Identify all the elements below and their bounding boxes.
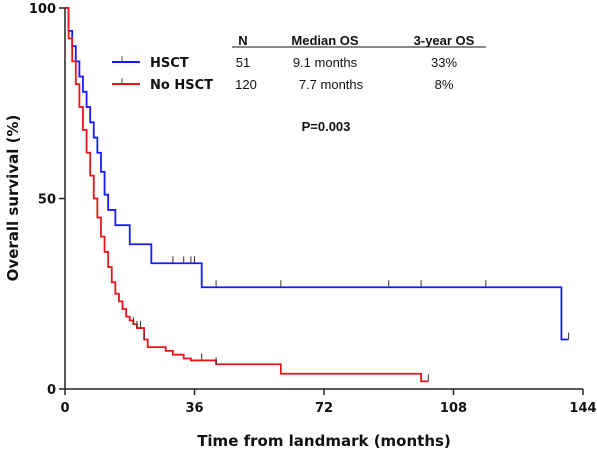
y-tick-label: 0: [47, 383, 56, 398]
y-tick-label: 50: [38, 193, 56, 208]
p-value: P=0.003: [302, 119, 351, 134]
x-tick-label: 72: [315, 401, 333, 416]
hsct-3yr-os: 33%: [431, 55, 457, 70]
x-tick-label: 144: [569, 401, 596, 416]
x-tick-label: 108: [440, 401, 467, 416]
x-axis-title: Time from landmark (months): [197, 432, 451, 450]
x-axis-ticks: 0 36 72 108 144: [60, 389, 597, 416]
col-header-3yr-os: 3-year OS: [414, 33, 475, 48]
col-header-median-os: Median OS: [291, 33, 359, 48]
legend-label-hsct: HSCT: [150, 56, 189, 71]
legend-label-no-hsct: No HSCT: [150, 78, 213, 93]
no-hsct-3yr-os: 8%: [435, 77, 454, 92]
y-tick-label: 100: [29, 2, 56, 17]
y-axis-title: Overall survival (%): [4, 115, 22, 282]
survival-curves: [65, 7, 570, 383]
series-line-no-hsct: [65, 7, 429, 383]
x-tick-label: 0: [60, 401, 69, 416]
hsct-n: 51: [236, 55, 250, 70]
hsct-median-os: 9.1 months: [293, 55, 358, 70]
legend-table: N Median OS 3-year OS HSCT 51 9.1 months…: [112, 33, 486, 134]
no-hsct-median-os: 7.7 months: [299, 77, 364, 92]
col-header-n: N: [238, 33, 247, 48]
no-hsct-n: 120: [235, 77, 257, 92]
x-tick-label: 36: [185, 401, 203, 416]
y-axis-ticks: 0 50 100: [29, 2, 65, 398]
series-line-hsct: [65, 7, 569, 341]
